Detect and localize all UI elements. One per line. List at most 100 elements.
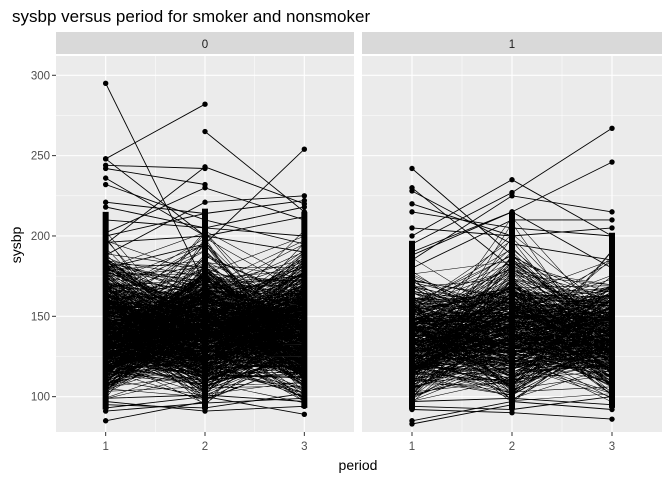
x-axis: 1 2 3 1 2 3 bbox=[102, 432, 615, 453]
data-point bbox=[609, 125, 615, 132]
data-point bbox=[102, 233, 109, 239]
data-point bbox=[301, 209, 308, 215]
data-point bbox=[509, 265, 515, 271]
data-point bbox=[102, 181, 109, 188]
subject-lines-dense bbox=[409, 211, 615, 410]
data-point bbox=[202, 217, 208, 223]
point-column-period-2 bbox=[509, 211, 515, 410]
data-point bbox=[409, 403, 415, 409]
point-column-period-3 bbox=[301, 211, 308, 408]
data-point bbox=[202, 199, 208, 205]
data-point bbox=[509, 401, 515, 408]
y-tick-label: 100 bbox=[31, 392, 50, 404]
data-point bbox=[102, 80, 109, 87]
data-point bbox=[202, 101, 208, 107]
data-point bbox=[102, 265, 109, 271]
data-point bbox=[609, 401, 615, 408]
data-point bbox=[301, 197, 308, 204]
data-point bbox=[102, 199, 109, 205]
data-point bbox=[409, 233, 415, 239]
data-point bbox=[409, 165, 415, 172]
subject-line bbox=[105, 158, 206, 237]
data-point bbox=[301, 204, 308, 210]
data-point bbox=[202, 405, 208, 411]
data-point bbox=[509, 177, 515, 183]
data-point bbox=[509, 225, 515, 231]
facet-strip-label: 1 bbox=[509, 39, 515, 51]
data-point bbox=[301, 411, 308, 418]
data-point bbox=[409, 225, 415, 231]
data-point bbox=[102, 165, 109, 172]
subject-lines-dense bbox=[102, 208, 308, 410]
data-point bbox=[409, 201, 415, 207]
point-column-period-1 bbox=[409, 240, 415, 410]
y-axis-title: sysbp bbox=[8, 227, 24, 264]
data-point bbox=[202, 164, 208, 170]
data-point bbox=[409, 421, 415, 427]
data-point bbox=[609, 217, 615, 223]
data-point bbox=[301, 233, 308, 239]
data-point bbox=[509, 252, 515, 258]
facet-panel-1: 1 bbox=[362, 32, 662, 432]
data-point bbox=[509, 241, 515, 247]
data-point bbox=[202, 281, 208, 287]
chart-title: sysbp versus period for smoker and nonsm… bbox=[12, 7, 370, 26]
data-point bbox=[409, 188, 415, 194]
y-tick-label: 150 bbox=[31, 311, 50, 323]
subject-line bbox=[105, 168, 206, 185]
data-point bbox=[102, 204, 109, 210]
data-point bbox=[102, 252, 109, 258]
subject-line bbox=[204, 131, 305, 213]
data-point bbox=[609, 265, 615, 271]
facet-panel-0: 0 bbox=[56, 32, 354, 432]
subject-lines-outliers bbox=[102, 80, 308, 424]
data-point bbox=[609, 159, 615, 165]
data-point bbox=[102, 217, 109, 223]
point-column-period-3 bbox=[609, 232, 615, 408]
x-tick-label: 3 bbox=[301, 441, 307, 453]
data-point bbox=[301, 398, 308, 405]
y-axis: 100 150 200 250 300 bbox=[31, 70, 56, 404]
data-point bbox=[609, 257, 615, 263]
x-tick-label: 1 bbox=[102, 441, 108, 453]
subject-lines-outliers bbox=[409, 125, 615, 427]
data-point bbox=[102, 418, 109, 424]
data-point bbox=[409, 257, 415, 263]
data-point bbox=[202, 241, 208, 247]
y-tick-label: 300 bbox=[31, 70, 50, 82]
x-tick-label: 2 bbox=[202, 441, 208, 453]
data-point bbox=[509, 217, 515, 223]
data-point bbox=[202, 233, 208, 239]
subject-line bbox=[105, 401, 206, 422]
data-point bbox=[409, 265, 415, 271]
data-point bbox=[609, 406, 615, 413]
data-point bbox=[301, 213, 308, 220]
y-tick-label: 200 bbox=[31, 231, 50, 243]
data-point bbox=[102, 401, 109, 408]
subject-line bbox=[105, 83, 206, 285]
data-point bbox=[509, 233, 515, 239]
data-point bbox=[102, 239, 109, 246]
facet-strip-label: 0 bbox=[202, 39, 208, 51]
data-point bbox=[409, 209, 415, 215]
data-point bbox=[509, 209, 515, 215]
data-point bbox=[102, 408, 109, 414]
data-point bbox=[609, 393, 615, 400]
data-point bbox=[509, 395, 515, 401]
subject-line bbox=[411, 168, 513, 256]
data-point bbox=[409, 241, 415, 247]
data-point bbox=[301, 403, 308, 409]
data-point bbox=[301, 249, 308, 255]
data-point bbox=[301, 241, 308, 247]
data-point bbox=[609, 416, 615, 422]
x-tick-label: 3 bbox=[609, 441, 615, 453]
data-point bbox=[409, 252, 415, 258]
data-point bbox=[301, 193, 308, 199]
data-point bbox=[102, 395, 109, 401]
data-point bbox=[301, 146, 308, 152]
data-point bbox=[609, 225, 615, 231]
data-point bbox=[202, 210, 208, 217]
point-column-period-2 bbox=[202, 208, 208, 410]
